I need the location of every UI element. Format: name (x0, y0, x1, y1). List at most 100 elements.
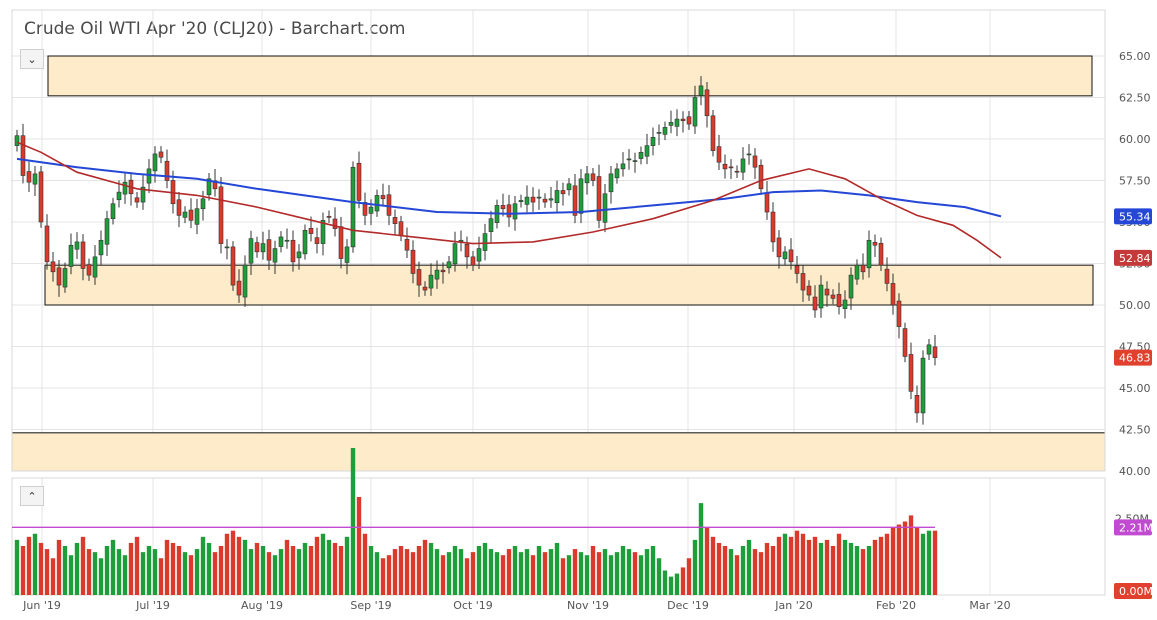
value-badges: 55.34 52.84 46.83 2.21M 0.00M (1114, 208, 1153, 599)
volume-bar (110, 539, 116, 595)
volume-bar (92, 552, 98, 595)
candle-body (146, 168, 152, 184)
collapse-volume-button[interactable]: ⌃ (20, 486, 44, 506)
candle-body (218, 186, 224, 244)
volume-bar (458, 549, 464, 595)
volume-bar (254, 542, 260, 595)
candle-body (914, 395, 920, 414)
candle-body (392, 217, 398, 224)
volume-bar (500, 555, 506, 595)
candle-body (140, 186, 146, 203)
date-tick-label: Aug '19 (241, 599, 283, 612)
volume-bar (668, 576, 674, 595)
candle-body (686, 116, 692, 125)
candle-body (110, 203, 116, 219)
volume-bar (650, 546, 656, 595)
date-tick-label: Feb '20 (876, 599, 916, 612)
candle-body (824, 288, 830, 296)
volume-bar (464, 558, 470, 595)
volume-average-badge: 2.21M (1114, 519, 1153, 536)
volume-bar (632, 552, 638, 595)
volume-bar (896, 524, 902, 595)
volume-bar (302, 542, 308, 595)
candle-body (200, 198, 206, 210)
volume-bar (374, 552, 380, 595)
price-zone (47, 55, 1093, 97)
date-tick-label: Mar '20 (969, 599, 1010, 612)
candle-body (884, 268, 890, 284)
volume-bar (608, 555, 614, 595)
candle-body (698, 85, 704, 96)
volume-bar (872, 539, 878, 595)
candlestick-series[interactable] (14, 76, 938, 425)
candle-body (464, 243, 470, 258)
candle-body (224, 246, 230, 249)
collapse-price-button[interactable]: ⌄ (20, 49, 44, 69)
volume-bar (698, 503, 704, 595)
volume-bar (26, 536, 32, 595)
volume-bar (392, 549, 398, 595)
candle-body (668, 122, 674, 126)
volume-bar (704, 527, 710, 595)
candle-body (656, 132, 662, 134)
chart-title: Crude Oil WTI Apr '20 (CLJ20) - Barchart… (24, 19, 405, 39)
chevron-down-icon: ⌄ (27, 52, 37, 66)
volume-bar (680, 567, 686, 595)
candle-body (674, 118, 680, 127)
volume-bar (206, 542, 212, 595)
candle-body (500, 205, 506, 210)
candle-body (752, 155, 758, 168)
volume-bar (116, 549, 122, 595)
candle-body (344, 246, 350, 263)
date-tick-label: Jan '20 (774, 599, 812, 612)
volume-bar (908, 515, 914, 595)
volume-bar (404, 549, 410, 595)
candle-body (20, 135, 26, 176)
candle-body (164, 160, 170, 181)
volume-bar (566, 555, 572, 595)
volume-bar (512, 546, 518, 595)
slow-average-badge-text: 55.34 (1119, 210, 1151, 223)
volume-bar (476, 546, 482, 595)
volume-bar (836, 533, 842, 595)
candle-body (794, 265, 800, 274)
volume-bar (338, 546, 344, 595)
volume-bar (20, 546, 26, 595)
last-price-badge-bg (1114, 349, 1152, 366)
volume-bar (554, 542, 560, 595)
volume-bar (638, 555, 644, 595)
candle-body (248, 238, 254, 264)
candle-body (194, 208, 200, 225)
candle-body (896, 300, 902, 327)
candle-body (650, 137, 656, 146)
candle-body (572, 185, 578, 216)
volume-bars[interactable] (12, 448, 938, 595)
candle-body (536, 196, 542, 199)
volume-bar (170, 542, 176, 595)
volume-bar (380, 558, 386, 595)
volume-bar (158, 558, 164, 595)
candle-body (308, 228, 314, 234)
candle-body (518, 200, 524, 203)
volume-bar (854, 546, 860, 595)
volume-bar (152, 549, 158, 595)
candle-body (356, 162, 362, 201)
volume-bar (926, 530, 932, 595)
volume-bar (56, 539, 62, 595)
candle-body (104, 218, 110, 245)
candle-body (362, 202, 368, 216)
volume-bar (146, 546, 152, 595)
candle-body (386, 194, 392, 216)
volume-bar (446, 552, 452, 595)
volume-bar (848, 542, 854, 595)
candle-body (878, 242, 884, 266)
volume-bar (572, 549, 578, 595)
candle-body (134, 197, 140, 203)
volume-bar (902, 521, 908, 595)
candle-body (92, 256, 98, 278)
volume-bar (38, 542, 44, 595)
volume-bar (356, 497, 362, 595)
price-tick-label: 57.50 (1119, 175, 1151, 188)
candle-body (596, 176, 602, 221)
